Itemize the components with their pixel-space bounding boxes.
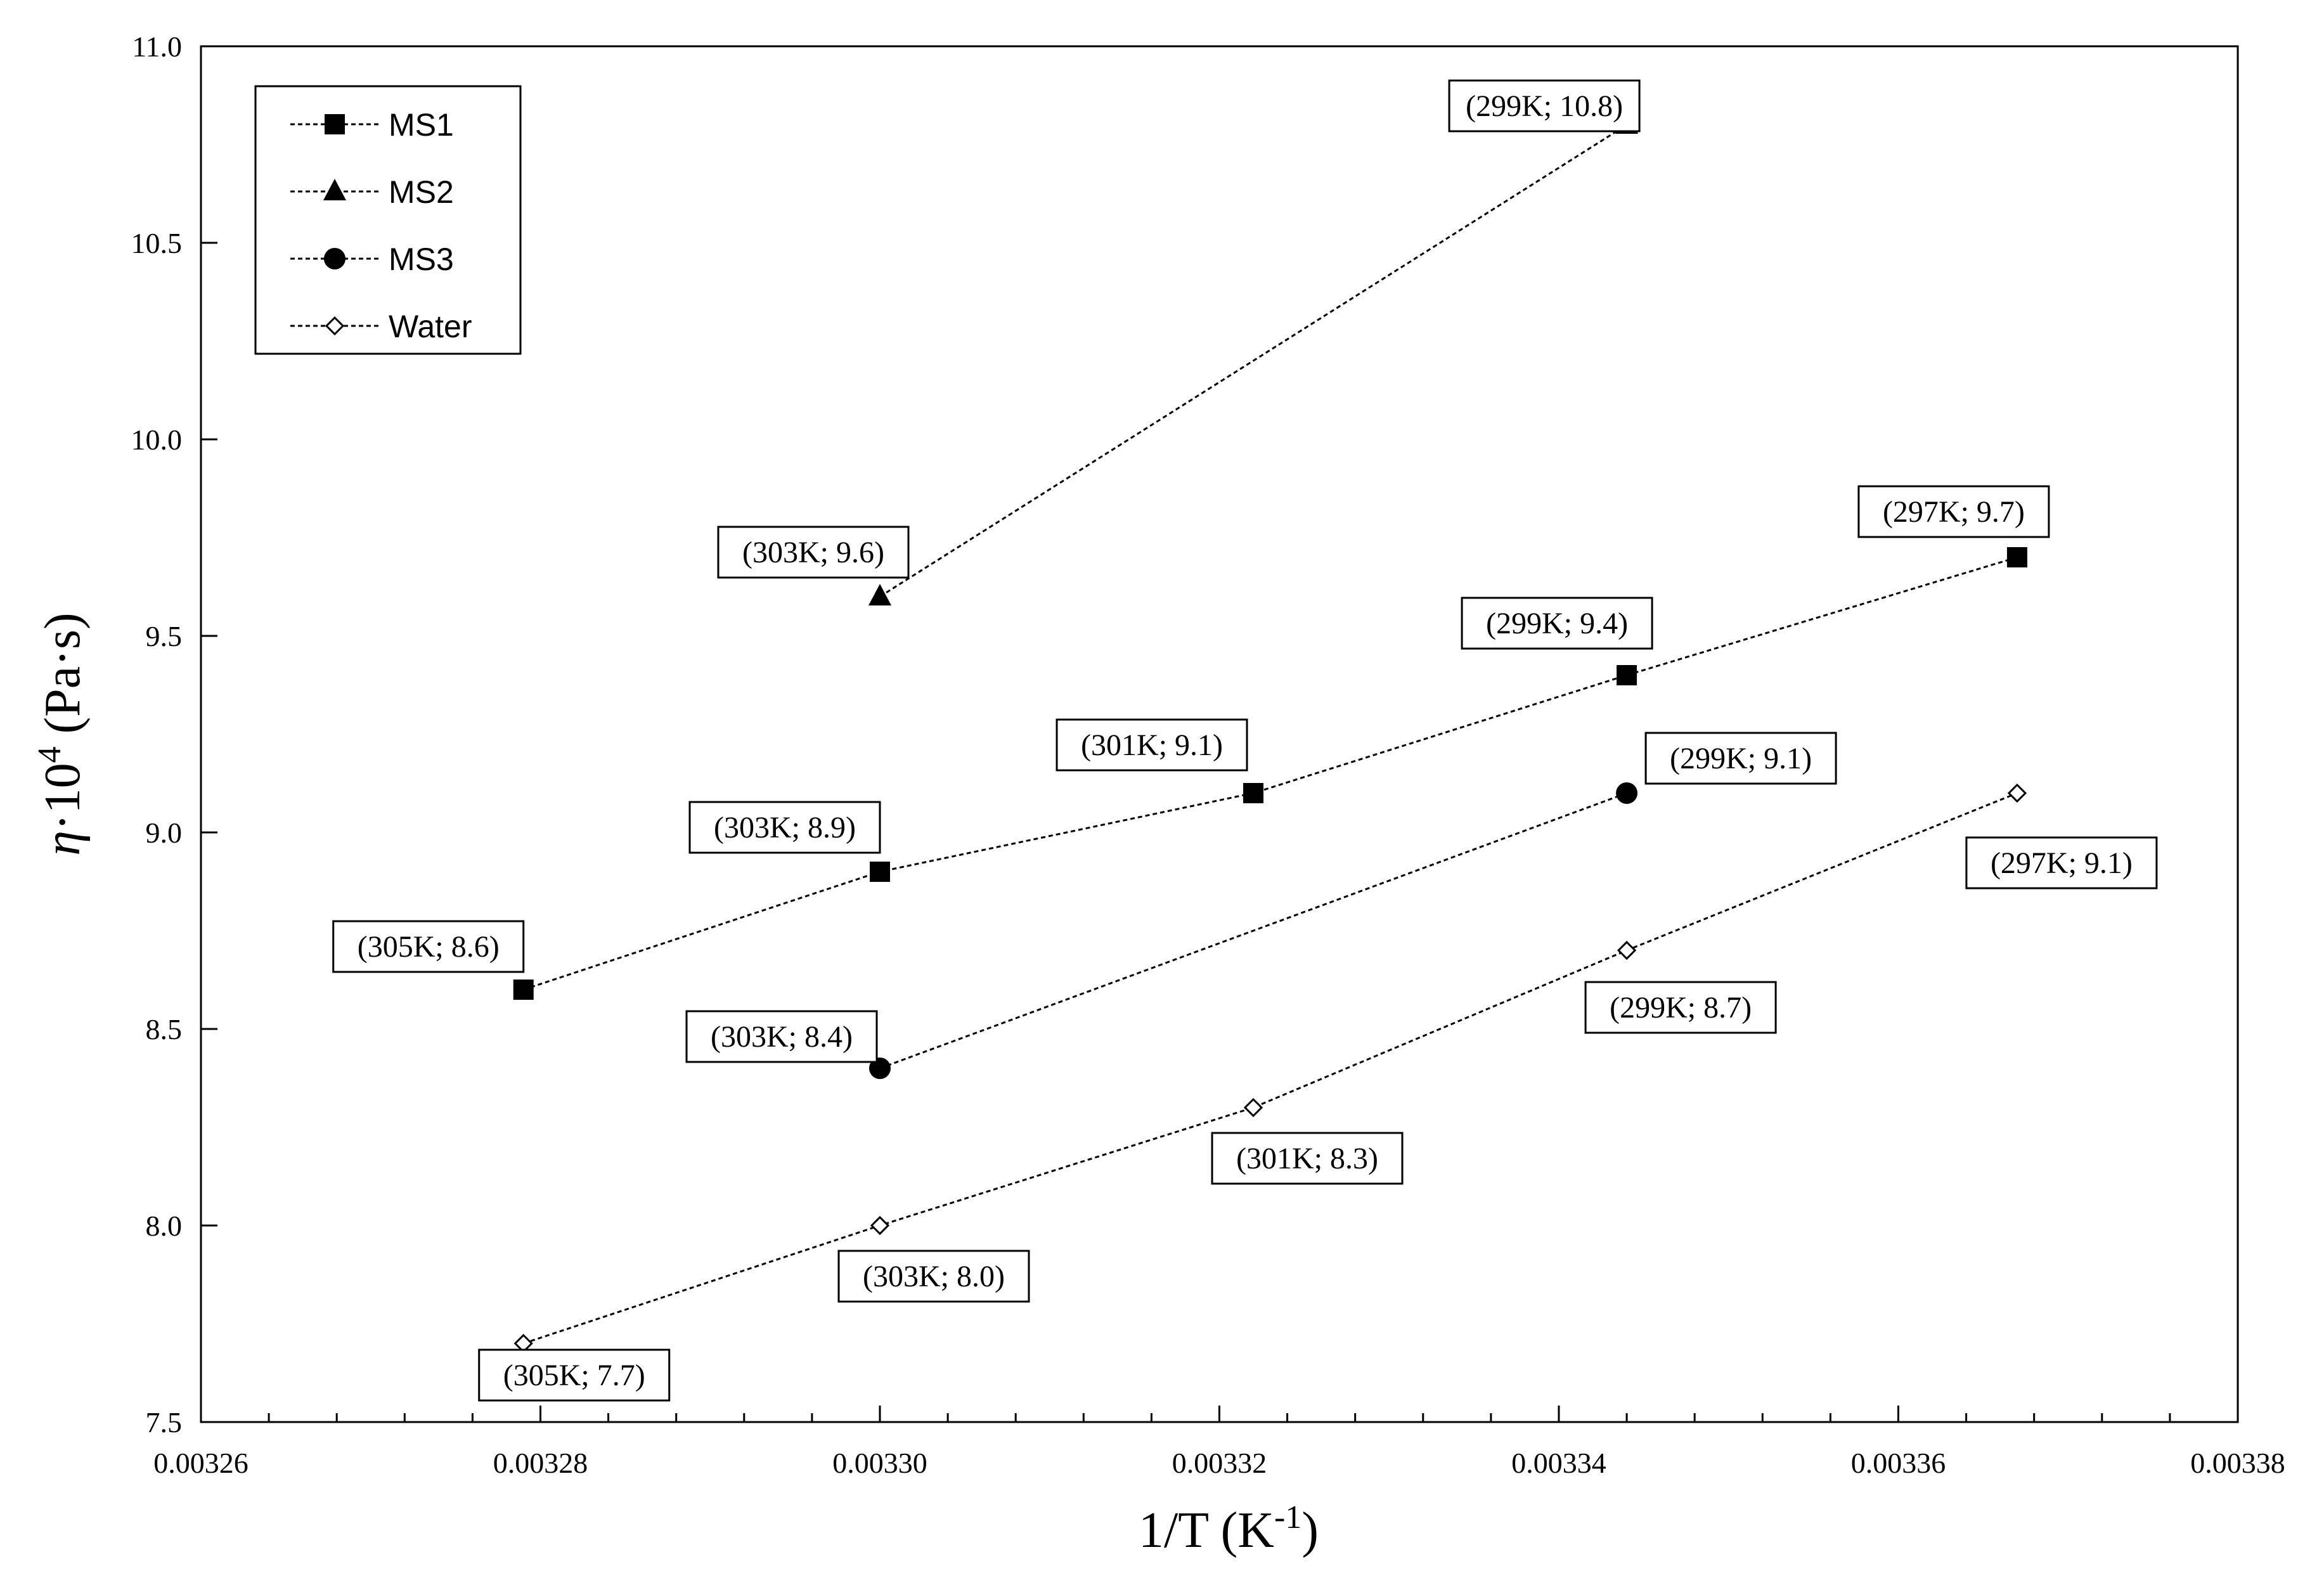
marker-water xyxy=(1243,1097,1263,1118)
annotation-frame xyxy=(1211,1132,1404,1185)
annotation-frame xyxy=(1461,597,1653,650)
y-axis-title: η·104 (Pa·s) xyxy=(32,612,91,855)
marker-ms1 xyxy=(1617,665,1637,685)
x-tick-label: 0.00336 xyxy=(1851,1447,1946,1479)
x-tick-label: 0.00338 xyxy=(2190,1447,2285,1479)
annotation-frame xyxy=(1448,79,1641,133)
x-tick-label: 0.00332 xyxy=(1172,1447,1267,1479)
legend-entry-water: Water xyxy=(290,309,472,344)
annotation-box: (299K; 8.7) xyxy=(1584,981,1777,1034)
x-tick-label: 0.00330 xyxy=(832,1447,927,1479)
annotation-frame xyxy=(685,1010,878,1063)
annotation-frame xyxy=(1644,732,1837,785)
x-tick-label: 0.00328 xyxy=(493,1447,588,1479)
legend-marker-ms1 xyxy=(325,114,345,134)
marker-water xyxy=(1617,940,1637,960)
legend-label: Water xyxy=(389,309,472,344)
annotation-label: (303K; 8.9) xyxy=(714,811,856,844)
annotation-box: (303K; 9.6) xyxy=(717,526,910,579)
annotation-frame xyxy=(837,1250,1030,1303)
annotation-frame xyxy=(478,1348,671,1402)
y-tick-label: 9.0 xyxy=(146,817,183,849)
annotation-label: (297K; 9.7) xyxy=(1883,495,2025,529)
marker-ms1 xyxy=(870,862,890,882)
legend-entry-ms1: MS1 xyxy=(290,107,454,143)
legend-entry-ms2: MS2 xyxy=(290,174,454,210)
annotation-frame xyxy=(1584,981,1777,1034)
marker-ms1 xyxy=(2006,547,2027,567)
annotation-box: (301K; 9.1) xyxy=(1055,718,1248,772)
annotation-frame xyxy=(332,920,525,973)
y-tick-label: 10.5 xyxy=(131,227,183,259)
annotation-frame xyxy=(1055,718,1248,772)
annotation-box: (299K; 9.1) xyxy=(1644,732,1837,785)
y-tick-label: 8.5 xyxy=(146,1013,183,1045)
x-axis-title: 1/T (K-1) xyxy=(1139,1499,1319,1558)
annotation-label: (297K; 9.1) xyxy=(1991,846,2133,880)
x-tick-label: 0.00326 xyxy=(153,1447,249,1479)
axis-ticks: 0.00326 0.00328 0.00330 0.00332 0.00334 0.003… xyxy=(131,30,2285,1479)
annotation-box: (299K; 9.4) xyxy=(1461,597,1653,650)
marker-ms1 xyxy=(1243,783,1264,803)
annotation-box: (297K; 9.7) xyxy=(1857,485,2050,538)
y-tick-label: 11.0 xyxy=(132,30,182,63)
legend-marker-ms2 xyxy=(323,179,346,200)
legend-label: MS2 xyxy=(389,174,454,210)
legend-entry-ms3: MS3 xyxy=(290,242,454,277)
legend-label: MS3 xyxy=(389,242,454,277)
marker-water xyxy=(870,1215,890,1236)
annotation-label: (303K; 8.0) xyxy=(863,1260,1005,1293)
annotation-box: (303K; 8.9) xyxy=(688,801,881,854)
annotation-label: (299K; 8.7) xyxy=(1610,991,1752,1025)
x-tick-label: 0.00334 xyxy=(1511,1447,1606,1479)
annotation-label: (301K; 8.3) xyxy=(1236,1142,1378,1175)
annotation-label: (303K; 8.4) xyxy=(711,1020,853,1054)
annotation-label: (305K; 8.6) xyxy=(358,930,500,964)
annotation-frame xyxy=(1857,485,2050,538)
annotation-label: (305K; 7.7) xyxy=(503,1359,645,1392)
y-tick-label: 8.0 xyxy=(146,1210,183,1242)
series-line-ms3 xyxy=(879,792,1627,1070)
series-line-ms2 xyxy=(879,124,1627,598)
annotation-box: (301K; 8.3) xyxy=(1211,1132,1404,1185)
annotation-label: (301K; 9.1) xyxy=(1081,728,1223,762)
annotation-box: (297K; 9.1) xyxy=(1965,836,2158,889)
annotation-box: (305K; 7.7) xyxy=(478,1348,671,1402)
annotation-box: (303K; 8.0) xyxy=(837,1250,1030,1303)
annotation-label: (303K; 9.6) xyxy=(742,536,884,569)
point-annotations: (305K; 8.6) (303K; 8.9) (301K; 9.1) (299K; … xyxy=(332,79,2158,1402)
marker-water xyxy=(2007,783,2027,803)
annotation-frame xyxy=(1965,836,2158,889)
annotation-label: (299K; 9.4) xyxy=(1486,607,1628,640)
annotation-frame xyxy=(717,526,910,579)
annotation-frame xyxy=(688,801,881,854)
annotation-box: (299K; 10.8) xyxy=(1448,79,1641,133)
marker-ms1 xyxy=(513,980,534,1000)
marker-ms2 xyxy=(868,584,891,605)
annotation-box: (305K; 8.6) xyxy=(332,920,525,973)
annotation-label: (299K; 10.8) xyxy=(1466,89,1623,123)
y-tick-label: 9.5 xyxy=(146,620,183,652)
annotation-label: (299K; 9.1) xyxy=(1670,742,1812,775)
legend-frame xyxy=(254,85,522,355)
series-line-water xyxy=(523,792,2018,1345)
legend-marker-water xyxy=(325,316,345,336)
legend-marker-ms3 xyxy=(324,248,345,269)
marker-ms3 xyxy=(1616,782,1638,804)
legend-label: MS1 xyxy=(389,107,454,143)
annotation-box: (303K; 8.4) xyxy=(685,1010,878,1063)
y-tick-label: 7.5 xyxy=(146,1406,183,1439)
legend: MS1 MS2 MS3 Water xyxy=(254,85,522,355)
y-tick-label: 10.0 xyxy=(131,424,183,456)
